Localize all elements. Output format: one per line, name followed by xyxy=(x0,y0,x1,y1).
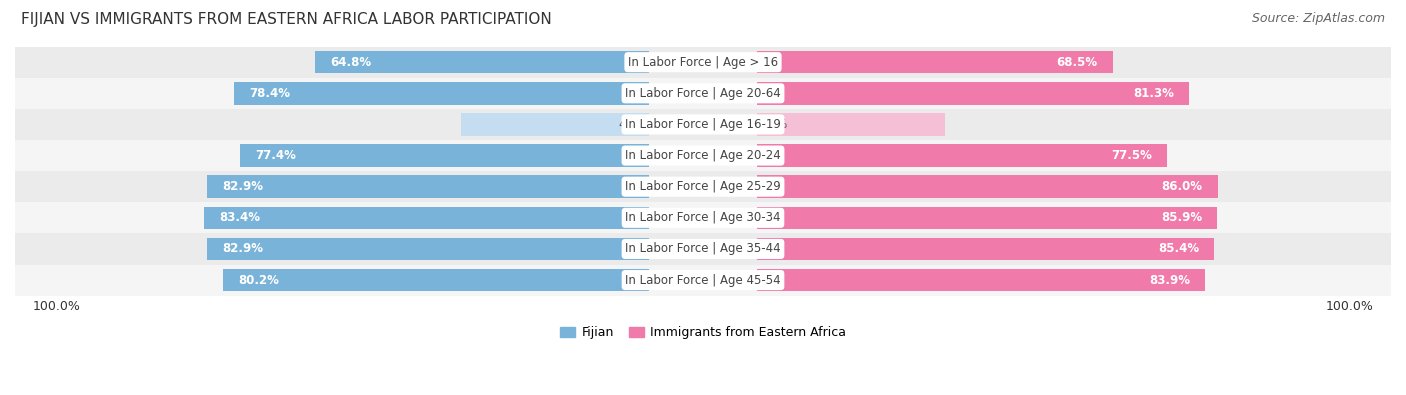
Text: In Labor Force | Age 20-24: In Labor Force | Age 20-24 xyxy=(626,149,780,162)
Bar xyxy=(756,144,1167,167)
Text: 77.4%: 77.4% xyxy=(254,149,295,162)
Text: In Labor Force | Age 20-64: In Labor Force | Age 20-64 xyxy=(626,87,780,100)
Text: 85.4%: 85.4% xyxy=(1157,243,1199,256)
Bar xyxy=(233,82,650,105)
Text: 86.0%: 86.0% xyxy=(1161,180,1202,193)
Bar xyxy=(15,78,1391,109)
Text: 81.3%: 81.3% xyxy=(1133,87,1174,100)
Bar xyxy=(240,144,650,167)
Bar xyxy=(207,238,650,260)
Text: 82.9%: 82.9% xyxy=(222,243,263,256)
Text: 82.9%: 82.9% xyxy=(222,180,263,193)
Text: 100.0%: 100.0% xyxy=(32,300,80,313)
Bar xyxy=(15,233,1391,265)
Bar xyxy=(756,238,1213,260)
Text: In Labor Force | Age 25-29: In Labor Force | Age 25-29 xyxy=(626,180,780,193)
Bar xyxy=(315,51,650,73)
Bar xyxy=(461,113,650,135)
Text: 40.4%: 40.4% xyxy=(751,118,789,131)
Text: Source: ZipAtlas.com: Source: ZipAtlas.com xyxy=(1251,12,1385,25)
Text: In Labor Force | Age 30-34: In Labor Force | Age 30-34 xyxy=(626,211,780,224)
Text: In Labor Force | Age 35-44: In Labor Force | Age 35-44 xyxy=(626,243,780,256)
Bar xyxy=(756,207,1218,229)
Bar xyxy=(756,269,1205,291)
Bar xyxy=(15,47,1391,78)
Bar xyxy=(756,175,1218,198)
Text: FIJIAN VS IMMIGRANTS FROM EASTERN AFRICA LABOR PARTICIPATION: FIJIAN VS IMMIGRANTS FROM EASTERN AFRICA… xyxy=(21,12,551,27)
Text: 80.2%: 80.2% xyxy=(238,274,278,286)
Bar xyxy=(207,175,650,198)
Text: In Labor Force | Age 16-19: In Labor Force | Age 16-19 xyxy=(626,118,780,131)
Bar xyxy=(756,82,1189,105)
Bar xyxy=(756,51,1112,73)
Text: In Labor Force | Age 45-54: In Labor Force | Age 45-54 xyxy=(626,274,780,286)
Bar xyxy=(756,113,945,135)
Text: 83.4%: 83.4% xyxy=(219,211,260,224)
Bar xyxy=(204,207,650,229)
Bar xyxy=(224,269,650,291)
Bar xyxy=(15,140,1391,171)
Text: 77.5%: 77.5% xyxy=(1111,149,1152,162)
Text: 64.8%: 64.8% xyxy=(330,56,371,69)
Text: 85.9%: 85.9% xyxy=(1161,211,1202,224)
Text: 68.5%: 68.5% xyxy=(1057,56,1098,69)
Bar xyxy=(15,265,1391,295)
Bar xyxy=(15,202,1391,233)
Text: 78.4%: 78.4% xyxy=(249,87,290,100)
Bar xyxy=(15,171,1391,202)
Legend: Fijian, Immigrants from Eastern Africa: Fijian, Immigrants from Eastern Africa xyxy=(555,321,851,344)
Bar xyxy=(15,109,1391,140)
Text: In Labor Force | Age > 16: In Labor Force | Age > 16 xyxy=(628,56,778,69)
Text: 100.0%: 100.0% xyxy=(1326,300,1374,313)
Text: 83.9%: 83.9% xyxy=(1149,274,1189,286)
Text: 40.4%: 40.4% xyxy=(617,118,655,131)
